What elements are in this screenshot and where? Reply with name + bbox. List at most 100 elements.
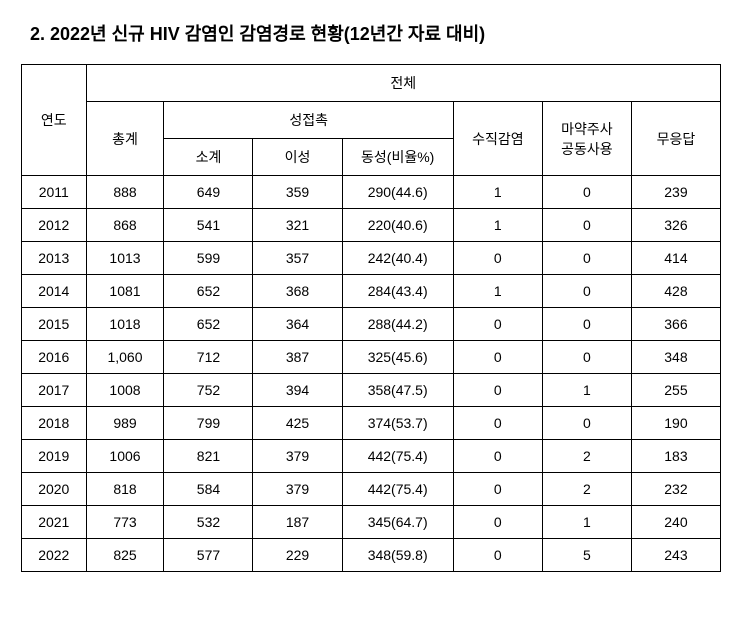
header-drug: 마약주사 공동사용 bbox=[542, 102, 631, 176]
cell-hetero: 387 bbox=[253, 341, 342, 374]
cell-drug: 0 bbox=[542, 275, 631, 308]
cell-drug: 1 bbox=[542, 506, 631, 539]
cell-total: 989 bbox=[86, 407, 164, 440]
cell-drug: 0 bbox=[542, 407, 631, 440]
cell-year: 2014 bbox=[22, 275, 87, 308]
cell-vertical: 0 bbox=[453, 374, 542, 407]
cell-drug: 0 bbox=[542, 308, 631, 341]
cell-hetero: 321 bbox=[253, 209, 342, 242]
cell-year: 2016 bbox=[22, 341, 87, 374]
cell-drug: 2 bbox=[542, 440, 631, 473]
cell-year: 2011 bbox=[22, 176, 87, 209]
cell-drug: 1 bbox=[542, 374, 631, 407]
cell-homo: 442(75.4) bbox=[342, 440, 453, 473]
cell-total: 888 bbox=[86, 176, 164, 209]
table-row: 2022825577229348(59.8)05243 bbox=[22, 539, 721, 572]
header-hetero: 이성 bbox=[253, 139, 342, 176]
cell-subtotal: 652 bbox=[164, 275, 253, 308]
cell-hetero: 394 bbox=[253, 374, 342, 407]
header-noresponse: 무응답 bbox=[631, 102, 720, 176]
table-title: 2. 2022년 신규 HIV 감염인 감염경로 현황(12년간 자료 대비) bbox=[30, 20, 722, 46]
cell-noresp: 243 bbox=[631, 539, 720, 572]
cell-subtotal: 799 bbox=[164, 407, 253, 440]
cell-drug: 2 bbox=[542, 473, 631, 506]
cell-subtotal: 821 bbox=[164, 440, 253, 473]
header-subtotal: 소계 bbox=[164, 139, 253, 176]
cell-hetero: 364 bbox=[253, 308, 342, 341]
cell-drug: 0 bbox=[542, 176, 631, 209]
table-row: 20171008752394358(47.5)01255 bbox=[22, 374, 721, 407]
data-table: 연도 전체 총계 성접촉 수직감염 마약주사 공동사용 무응답 소계 이성 동성… bbox=[21, 64, 721, 572]
cell-total: 1018 bbox=[86, 308, 164, 341]
cell-total: 818 bbox=[86, 473, 164, 506]
cell-vertical: 0 bbox=[453, 440, 542, 473]
cell-total: 1006 bbox=[86, 440, 164, 473]
cell-drug: 5 bbox=[542, 539, 631, 572]
table-row: 2011888649359290(44.6)10239 bbox=[22, 176, 721, 209]
cell-homo: 374(53.7) bbox=[342, 407, 453, 440]
cell-year: 2021 bbox=[22, 506, 87, 539]
cell-homo: 442(75.4) bbox=[342, 473, 453, 506]
cell-hetero: 357 bbox=[253, 242, 342, 275]
cell-total: 1008 bbox=[86, 374, 164, 407]
cell-drug: 0 bbox=[542, 242, 631, 275]
cell-total: 868 bbox=[86, 209, 164, 242]
cell-noresp: 428 bbox=[631, 275, 720, 308]
header-sexual: 성접촉 bbox=[164, 102, 453, 139]
cell-vertical: 0 bbox=[453, 341, 542, 374]
cell-homo: 358(47.5) bbox=[342, 374, 453, 407]
cell-hetero: 359 bbox=[253, 176, 342, 209]
cell-subtotal: 541 bbox=[164, 209, 253, 242]
cell-homo: 345(64.7) bbox=[342, 506, 453, 539]
cell-noresp: 326 bbox=[631, 209, 720, 242]
cell-vertical: 0 bbox=[453, 308, 542, 341]
cell-noresp: 348 bbox=[631, 341, 720, 374]
cell-drug: 0 bbox=[542, 341, 631, 374]
table-row: 20141081652368284(43.4)10428 bbox=[22, 275, 721, 308]
table-row: 20131013599357242(40.4)00414 bbox=[22, 242, 721, 275]
cell-hetero: 425 bbox=[253, 407, 342, 440]
cell-subtotal: 577 bbox=[164, 539, 253, 572]
cell-subtotal: 712 bbox=[164, 341, 253, 374]
cell-subtotal: 599 bbox=[164, 242, 253, 275]
cell-vertical: 1 bbox=[453, 275, 542, 308]
header-vertical: 수직감염 bbox=[453, 102, 542, 176]
cell-vertical: 0 bbox=[453, 473, 542, 506]
cell-total: 773 bbox=[86, 506, 164, 539]
table-row: 20161,060712387325(45.6)00348 bbox=[22, 341, 721, 374]
cell-subtotal: 584 bbox=[164, 473, 253, 506]
cell-subtotal: 649 bbox=[164, 176, 253, 209]
cell-vertical: 1 bbox=[453, 176, 542, 209]
cell-subtotal: 752 bbox=[164, 374, 253, 407]
cell-homo: 348(59.8) bbox=[342, 539, 453, 572]
cell-year: 2022 bbox=[22, 539, 87, 572]
cell-noresp: 232 bbox=[631, 473, 720, 506]
cell-drug: 0 bbox=[542, 209, 631, 242]
table-header: 연도 전체 총계 성접촉 수직감염 마약주사 공동사용 무응답 소계 이성 동성… bbox=[22, 65, 721, 176]
cell-total: 1013 bbox=[86, 242, 164, 275]
table-row: 2018989799425374(53.7)00190 bbox=[22, 407, 721, 440]
cell-year: 2015 bbox=[22, 308, 87, 341]
cell-homo: 325(45.6) bbox=[342, 341, 453, 374]
table-row: 20151018652364288(44.2)00366 bbox=[22, 308, 721, 341]
cell-noresp: 190 bbox=[631, 407, 720, 440]
cell-total: 1081 bbox=[86, 275, 164, 308]
cell-hetero: 229 bbox=[253, 539, 342, 572]
cell-noresp: 183 bbox=[631, 440, 720, 473]
cell-homo: 220(40.6) bbox=[342, 209, 453, 242]
cell-year: 2017 bbox=[22, 374, 87, 407]
cell-noresp: 240 bbox=[631, 506, 720, 539]
cell-homo: 290(44.6) bbox=[342, 176, 453, 209]
cell-vertical: 0 bbox=[453, 407, 542, 440]
header-homo: 동성(비율%) bbox=[342, 139, 453, 176]
cell-year: 2018 bbox=[22, 407, 87, 440]
cell-vertical: 0 bbox=[453, 506, 542, 539]
cell-hetero: 379 bbox=[253, 440, 342, 473]
cell-year: 2019 bbox=[22, 440, 87, 473]
table-row: 2012868541321220(40.6)10326 bbox=[22, 209, 721, 242]
header-total: 총계 bbox=[86, 102, 164, 176]
header-year: 연도 bbox=[22, 65, 87, 176]
table-row: 2020818584379442(75.4)02232 bbox=[22, 473, 721, 506]
cell-noresp: 239 bbox=[631, 176, 720, 209]
cell-hetero: 187 bbox=[253, 506, 342, 539]
